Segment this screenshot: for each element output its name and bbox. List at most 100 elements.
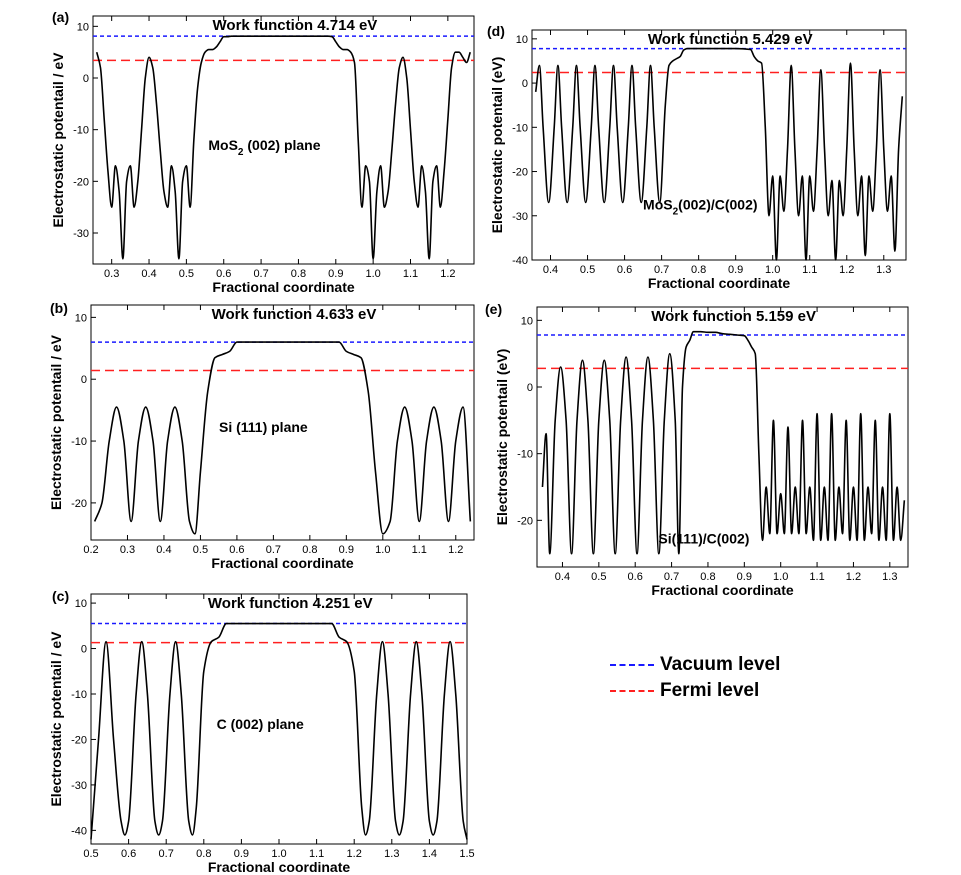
- x-tick-label: 1.0: [765, 264, 780, 276]
- x-tick-label: 0.7: [664, 571, 679, 583]
- panel-label: (c): [52, 588, 69, 604]
- potential-curve: [95, 35, 472, 260]
- y-tick-label: -10: [71, 689, 87, 701]
- y-tick-label: -20: [512, 167, 528, 179]
- y-tick-label: 10: [75, 312, 87, 324]
- y-tick-label: -20: [517, 515, 533, 527]
- plot-frame: [536, 306, 909, 568]
- y-tick-label: 10: [77, 21, 89, 33]
- x-tick-label: 0.5: [580, 264, 595, 276]
- panel-annotation: C (002) plane: [217, 716, 304, 732]
- potential-curve: [93, 341, 472, 535]
- x-tick-label: 1.2: [846, 571, 861, 583]
- x-tick-label: 0.8: [302, 544, 317, 556]
- x-tick-label: 0.3: [104, 268, 119, 280]
- x-tick-label: 1.0: [271, 848, 286, 860]
- panel-annotation: Si (111) plane: [219, 419, 308, 435]
- x-tick-label: 1.1: [809, 571, 824, 583]
- x-tick-label: 0.6: [121, 848, 136, 860]
- x-tick-label: 1.1: [802, 264, 817, 276]
- y-tick-label: 10: [521, 315, 533, 327]
- legend-label-fermi: Fermi level: [660, 680, 760, 701]
- x-axis-label: Fractional coordinate: [211, 555, 354, 571]
- potential-curve: [534, 47, 904, 261]
- y-tick-label: -20: [73, 176, 89, 188]
- x-tick-label: 0.5: [193, 544, 208, 556]
- y-tick-label: -10: [73, 125, 89, 137]
- x-tick-label: 0.7: [159, 848, 174, 860]
- panel-annotation: Si(111)/C(002): [658, 531, 749, 547]
- chart-title: Work function 5.159 eV: [651, 308, 816, 325]
- panel-label: (a): [52, 9, 69, 25]
- x-tick-label: 0.9: [328, 268, 343, 280]
- y-tick-label: 0: [527, 382, 533, 394]
- y-tick-label: -30: [71, 780, 87, 792]
- x-tick-label: 1.5: [459, 848, 474, 860]
- x-tick-label: 0.4: [156, 544, 171, 556]
- x-tick-label: 0.7: [253, 268, 268, 280]
- y-axis-label: Electrostatic potentail / eV: [50, 52, 66, 228]
- y-tick-label: 10: [516, 34, 528, 46]
- chart-title: Work function 4.633 eV: [212, 306, 377, 323]
- panel-label: (b): [50, 300, 68, 316]
- x-tick-label: 0.9: [339, 544, 354, 556]
- y-tick-label: -20: [71, 498, 87, 510]
- x-tick-label: 1.0: [773, 571, 788, 583]
- y-tick-label: -10: [517, 449, 533, 461]
- y-tick-label: -10: [512, 122, 528, 134]
- plot-frame: [531, 29, 907, 261]
- x-tick-label: 0.8: [700, 571, 715, 583]
- legend-item-fermi: Fermi level: [610, 678, 810, 704]
- y-tick-label: -30: [512, 211, 528, 223]
- legend-item-vacuum: Vacuum level: [610, 652, 810, 678]
- y-axis-label: Electrostatic potentail (eV): [494, 349, 510, 526]
- y-axis-label: Electrostatic potentail (eV): [489, 57, 505, 234]
- x-tick-label: 0.8: [691, 264, 706, 276]
- plot-frame: [92, 15, 475, 265]
- potential-curve: [541, 330, 906, 555]
- x-tick-label: 0.8: [196, 848, 211, 860]
- x-axis-label: Fractional coordinate: [212, 279, 355, 295]
- chart-title: Work function 4.714 eV: [213, 17, 378, 34]
- panel-a: (a) 0.3 0.4 0.5 0.6 0.7 0.8 0.9 1.0 1.1 1.2 10 0 -10 -…: [50, 9, 475, 295]
- panel-annotation: MoS2 (002) plane: [208, 137, 320, 158]
- x-axis-label: Fractional coordinate: [648, 275, 791, 291]
- chart-title: Work function 4.251 eV: [208, 595, 373, 612]
- chart-title: Work function 5.429 eV: [648, 31, 813, 48]
- x-tick-label: 1.0: [365, 268, 380, 280]
- x-tick-label: 1.4: [422, 848, 437, 860]
- y-tick-label: -30: [73, 228, 89, 240]
- x-tick-label: 1.3: [876, 264, 891, 276]
- legend-swatch-fermi: [610, 690, 654, 692]
- x-tick-label: 0.4: [141, 268, 156, 280]
- x-tick-label: 1.1: [403, 268, 418, 280]
- legend-swatch-vacuum: [610, 664, 654, 666]
- panel-e: (e) 0.4 0.5 0.6 0.7 0.8 0.9 1.0 1.1 1.2 1.3 10 0 -10 -…: [485, 301, 909, 598]
- y-tick-label: 0: [522, 78, 528, 90]
- x-tick-label: 0.5: [591, 571, 606, 583]
- x-tick-label: 1.3: [882, 571, 897, 583]
- panel-label: (e): [485, 301, 502, 317]
- x-tick-label: 0.7: [654, 264, 669, 276]
- y-tick-label: -20: [71, 734, 87, 746]
- y-tick-label: -10: [71, 436, 87, 448]
- x-tick-label: 1.2: [839, 264, 854, 276]
- x-tick-label: 0.9: [234, 848, 249, 860]
- x-tick-label: 0.2: [83, 544, 98, 556]
- x-tick-label: 1.2: [440, 268, 455, 280]
- y-tick-label: 0: [81, 374, 87, 386]
- x-tick-label: 0.6: [216, 268, 231, 280]
- x-tick-label: 0.6: [617, 264, 632, 276]
- x-tick-label: 1.0: [375, 544, 390, 556]
- x-tick-label: 0.3: [120, 544, 135, 556]
- y-tick-label: 0: [83, 73, 89, 85]
- panel-d: (d) 0.4 0.5 0.6 0.7 0.8 0.9 1.0 1.1 1.2 1.3 10 0 -10 -…: [487, 23, 907, 291]
- x-axis-label: Fractional coordinate: [651, 582, 794, 598]
- x-tick-label: 0.9: [728, 264, 743, 276]
- potential-curve: [90, 622, 468, 840]
- plot-frame: [90, 304, 475, 541]
- y-axis-label: Electrostatic potentail / eV: [48, 631, 64, 807]
- x-tick-label: 0.6: [229, 544, 244, 556]
- x-tick-label: 0.6: [628, 571, 643, 583]
